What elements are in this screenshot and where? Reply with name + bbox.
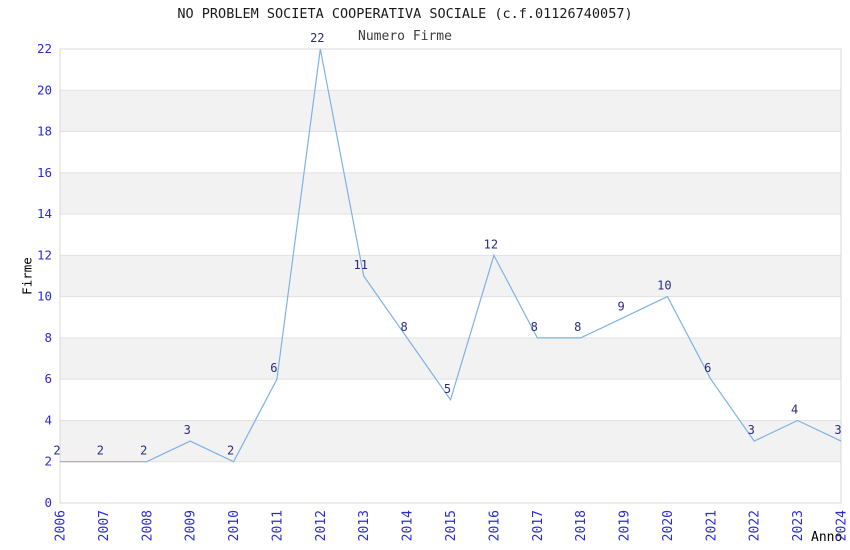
- grid-stripe: [60, 420, 841, 462]
- data-point-label: 9: [617, 299, 624, 313]
- data-point-label: 3: [748, 423, 755, 437]
- grid-stripe: [60, 90, 841, 132]
- data-point-label: 6: [704, 361, 711, 375]
- y-tick-label: 14: [37, 206, 52, 221]
- y-tick-label: 6: [44, 371, 52, 386]
- x-tick-label: 2020: [661, 510, 676, 541]
- grid-stripe: [60, 255, 841, 297]
- data-point-label: 2: [227, 444, 234, 458]
- data-point-label: 11: [353, 258, 367, 272]
- x-tick-label: 2019: [618, 510, 633, 541]
- x-tick-label: 2009: [184, 510, 199, 541]
- x-axis-label: Anno: [811, 530, 843, 545]
- data-point-label: 6: [270, 361, 277, 375]
- data-point-label: 10: [657, 279, 671, 293]
- x-tick-label: 2014: [401, 510, 416, 541]
- x-tick-label: 2012: [314, 510, 329, 541]
- data-point-label: 8: [531, 320, 538, 334]
- data-point-label: 2: [97, 444, 104, 458]
- x-tick-label: 2022: [748, 510, 763, 541]
- y-tick-label: 20: [37, 82, 52, 97]
- x-tick-label: 2010: [227, 510, 242, 541]
- y-tick-label: 22: [37, 41, 52, 56]
- y-tick-label: 16: [37, 165, 52, 180]
- data-point-label: 4: [791, 403, 798, 417]
- x-tick-label: 2007: [97, 510, 112, 541]
- data-point-label: 3: [184, 423, 191, 437]
- x-tick-label: 2023: [791, 510, 806, 541]
- x-tick-label: 2013: [357, 510, 372, 541]
- y-tick-label: 8: [44, 330, 52, 345]
- y-tick-label: 4: [44, 413, 52, 428]
- data-point-label: 3: [834, 423, 841, 437]
- x-tick-label: 2021: [704, 510, 719, 541]
- x-tick-label: 2024: [835, 510, 850, 541]
- data-point-label: 5: [444, 382, 451, 396]
- data-point-label: 2: [53, 444, 60, 458]
- chart-subtitle: Numero Firme: [358, 29, 452, 44]
- data-point-label: 2: [140, 444, 147, 458]
- plot-border: [59, 48, 842, 504]
- x-tick-label: 2008: [140, 510, 155, 541]
- y-tick-label: 12: [37, 247, 52, 262]
- x-tick-label: 2017: [531, 510, 546, 541]
- data-point-label: 8: [400, 320, 407, 334]
- y-tick-label: 18: [37, 124, 52, 139]
- data-point-label: 12: [484, 237, 498, 251]
- y-tick-label: 2: [44, 454, 52, 469]
- x-tick-label: 2006: [54, 510, 69, 541]
- grid-stripe: [60, 172, 841, 215]
- y-tick-label: 0: [44, 495, 52, 510]
- x-tick-label: 2016: [487, 510, 502, 541]
- x-tick-label: 2011: [270, 510, 285, 541]
- x-tick-label: 2018: [574, 510, 589, 541]
- data-point-label: 8: [574, 320, 581, 334]
- grid-stripe: [60, 337, 841, 380]
- y-tick-label: 10: [37, 289, 52, 304]
- chart-title: NO PROBLEM SOCIETA COOPERATIVA SOCIALE (…: [177, 6, 633, 22]
- series-line: [60, 48, 842, 463]
- data-point-label: 22: [310, 31, 324, 45]
- x-tick-label: 2015: [444, 510, 459, 541]
